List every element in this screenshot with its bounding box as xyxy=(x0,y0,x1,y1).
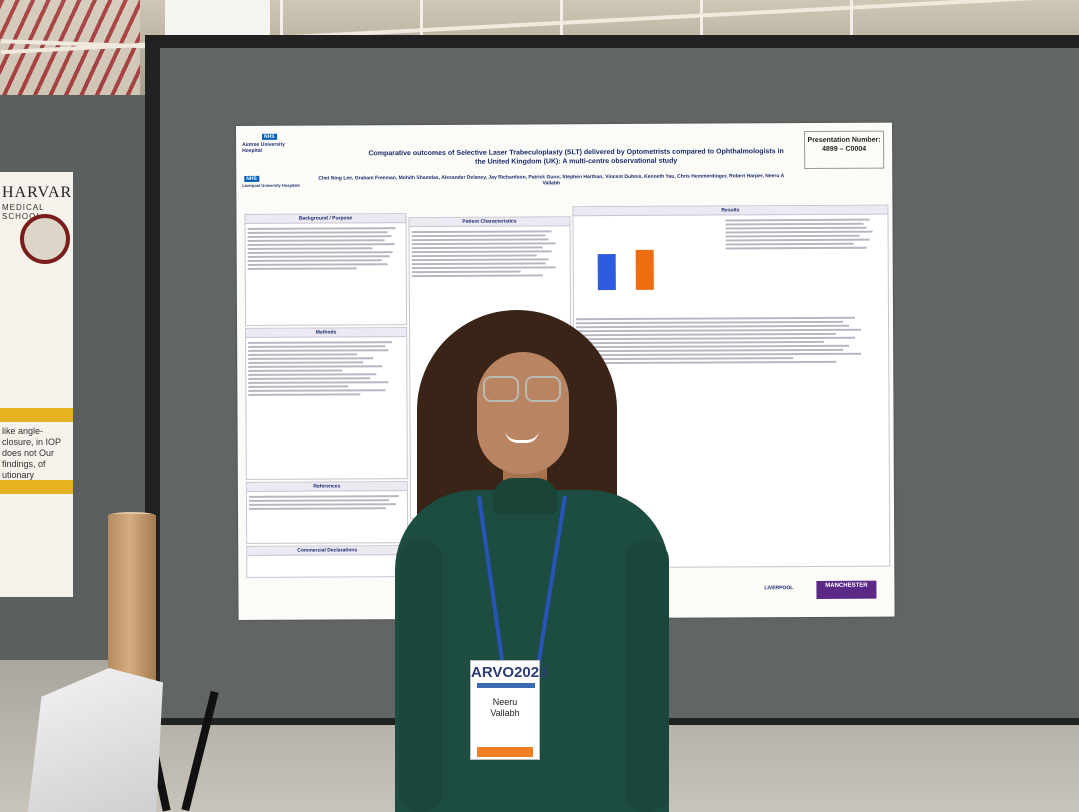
badge-first-name: Neeru xyxy=(492,697,518,707)
section-table xyxy=(723,215,887,254)
left-poster-bar xyxy=(0,408,73,422)
collar xyxy=(493,478,557,514)
presentation-label: Presentation Number: xyxy=(807,136,881,145)
badge-logo: ARVO2023 xyxy=(471,664,548,681)
arm-left xyxy=(399,540,443,812)
poster-authors: Chet Ning Lee, Graham Freeman, Mohith Sh… xyxy=(318,173,785,187)
section-background: Background / Purpose xyxy=(244,213,408,326)
section-methods: Methods xyxy=(245,327,408,480)
left-poster-title: HARVARD xyxy=(2,184,73,201)
section-heading: Commercial Declarations xyxy=(247,546,408,556)
university-seal xyxy=(20,214,70,264)
presentation-number-box: Presentation Number: 4899 – C0004 xyxy=(804,130,885,170)
bar-optometrist xyxy=(635,249,654,290)
person: ARVO2023 Neeru Vallabh xyxy=(395,300,685,812)
hospital-logo: Aintree University Hospital xyxy=(242,141,285,154)
nhs-logo: NHS xyxy=(262,133,277,140)
badge-last-name: Vallabh xyxy=(490,708,520,718)
section-references: References xyxy=(245,481,409,544)
left-poster: HARVARD MEDICAL SCHOOL like angle-closur… xyxy=(0,172,73,597)
manchester-logo: MANCHESTER xyxy=(816,580,877,599)
poster-title: Comparative outcomes of Selective Laser … xyxy=(368,148,784,166)
hospital-logo: Liverpool University Hospitals xyxy=(242,182,300,188)
liverpool-logo: LIVERPOOL xyxy=(764,585,794,592)
section-table xyxy=(410,226,570,281)
glasses-icon xyxy=(525,376,561,402)
badge-location-strip xyxy=(477,683,535,688)
glasses-icon xyxy=(483,376,519,402)
section-commercial: Commercial Declarations xyxy=(246,545,409,578)
section-text xyxy=(246,223,406,274)
section-text xyxy=(246,337,406,400)
ceiling-light xyxy=(165,0,270,36)
nhs-logo: NHS xyxy=(244,175,259,182)
left-poster-subtitle: MEDICAL SCHOOL xyxy=(2,203,45,221)
smile xyxy=(505,430,539,443)
left-poster-bar xyxy=(0,480,73,494)
section-text xyxy=(247,491,407,514)
bar-chart xyxy=(592,249,664,296)
face xyxy=(477,352,569,474)
presentation-number: 4899 – C0004 xyxy=(822,145,867,153)
arm-right xyxy=(625,540,669,812)
name-badge: ARVO2023 Neeru Vallabh xyxy=(470,660,548,760)
bar-ophthalmologist xyxy=(597,254,616,291)
poster-tube xyxy=(108,514,156,684)
badge-strip xyxy=(477,747,533,757)
